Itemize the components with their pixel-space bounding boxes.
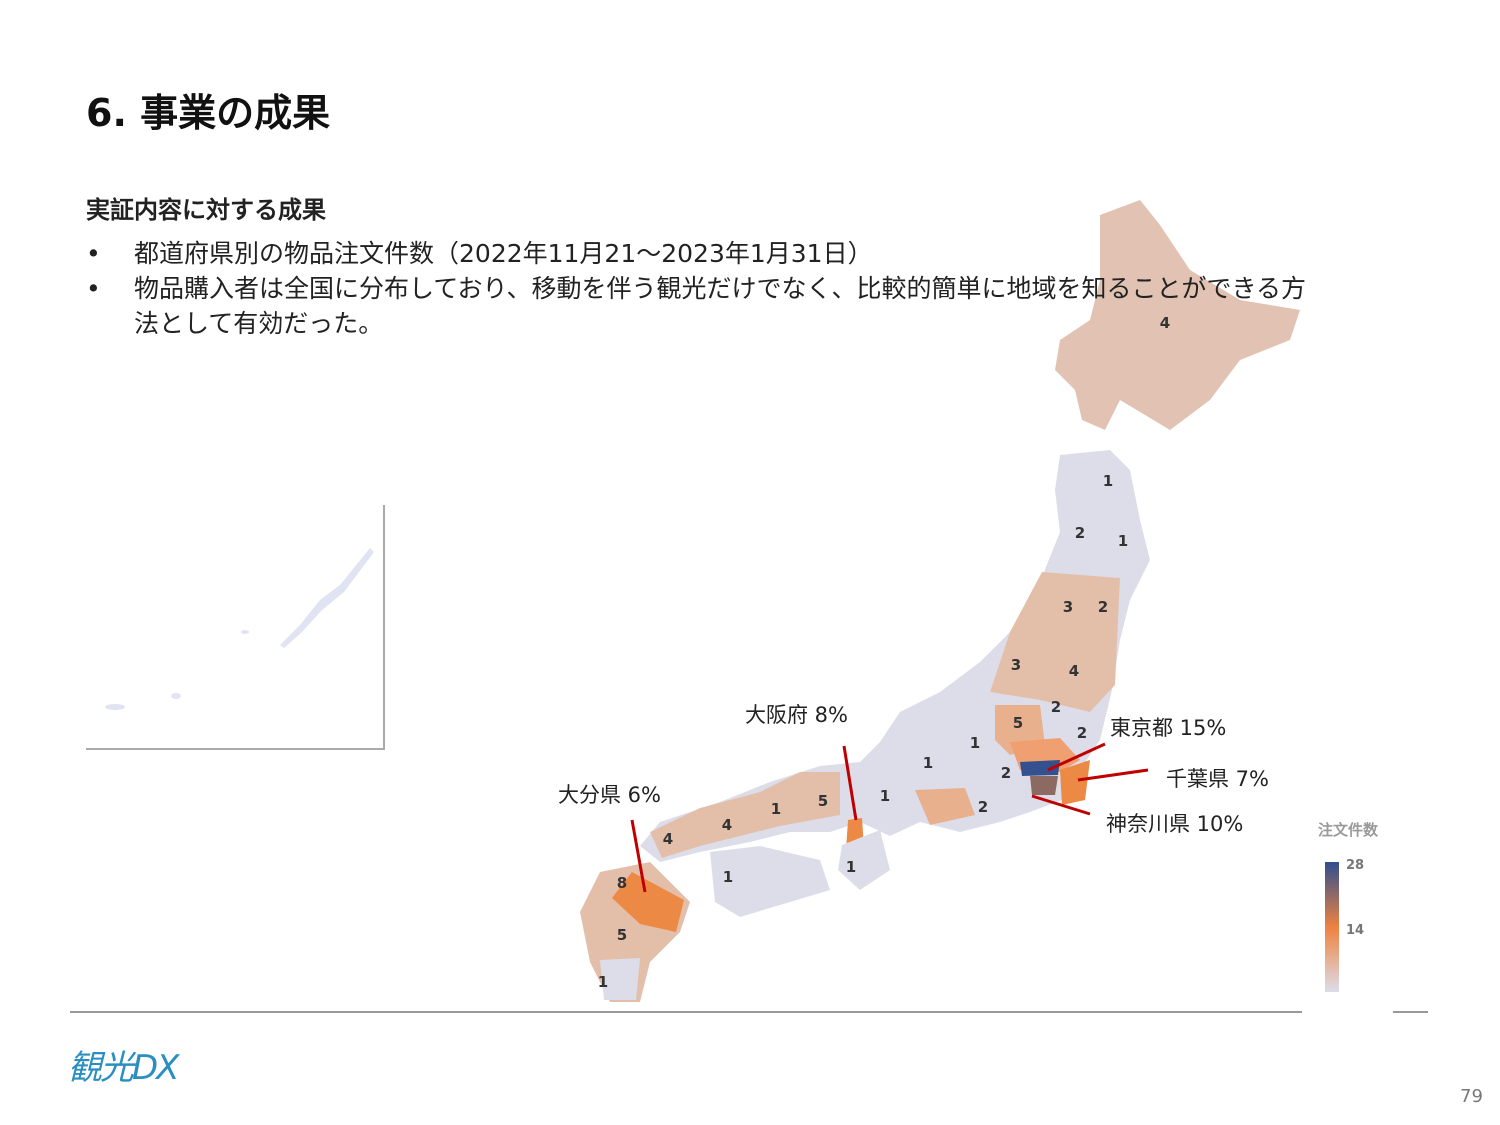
title: 6. 事業の成果	[86, 91, 331, 135]
region-count: 2	[1077, 724, 1087, 742]
region-count: 4	[663, 830, 673, 848]
callout-label: 神奈川県 10%	[1106, 812, 1243, 836]
legend-title: 注文件数	[1318, 821, 1379, 839]
page-number: 79	[1460, 1086, 1483, 1107]
region-count: 2	[1001, 764, 1011, 782]
region-count: 2	[1098, 598, 1108, 616]
tohoku-south	[990, 572, 1120, 712]
region-count: 5	[1013, 714, 1023, 732]
region-count: 1	[846, 858, 856, 876]
oita	[612, 872, 684, 932]
region-count: 4	[1069, 662, 1079, 680]
chugoku	[650, 772, 840, 858]
region-count: 5	[617, 926, 627, 944]
region-count: 1	[880, 787, 890, 805]
region-count: 1	[1118, 532, 1128, 550]
region-count: 4	[722, 816, 732, 834]
tokyo	[1020, 760, 1060, 776]
region-count: 2	[1051, 698, 1061, 716]
region-count: 8	[617, 874, 627, 892]
region-count: 3	[1011, 656, 1021, 674]
region-count: 3	[1063, 598, 1073, 616]
callout-label: 千葉県 7%	[1166, 767, 1269, 791]
chiba	[1060, 760, 1090, 805]
legend-gradient	[1325, 862, 1339, 992]
region-count: 2	[1075, 524, 1085, 542]
region-count: 5	[818, 792, 828, 810]
legend-tick: 28	[1346, 858, 1364, 873]
region-count: 2	[978, 798, 988, 816]
bullet-list: 都道府県別の物品注文件数（2022年11月21〜2023年1月31日） 物品購入…	[86, 236, 1316, 341]
region-count: 1	[970, 734, 980, 752]
logo: 観光DX	[68, 1048, 179, 1088]
region-count: 1	[723, 868, 733, 886]
kanagawa	[1030, 776, 1058, 795]
kii	[838, 830, 890, 890]
callout-label: 大阪府 8%	[745, 703, 848, 727]
subtitle: 実証内容に対する成果	[86, 196, 326, 224]
region-count: 1	[771, 800, 781, 818]
kagoshima	[600, 958, 640, 1000]
shizuoka	[915, 788, 975, 825]
region-count: 1	[1103, 472, 1113, 490]
callout-lines	[630, 742, 1149, 893]
region-count: 1	[923, 754, 933, 772]
callout-label: 東京都 15%	[1110, 716, 1226, 740]
bullet: 都道府県別の物品注文件数（2022年11月21〜2023年1月31日）	[86, 236, 1316, 271]
okinawa-islands	[105, 548, 374, 710]
region-count: 1	[598, 973, 608, 991]
bullet: 物品購入者は全国に分布しており、移動を伴う観光だけでなく、比較的簡単に地域を知る…	[86, 271, 1316, 341]
shikoku	[710, 846, 830, 917]
legend-tick: 14	[1346, 923, 1364, 938]
callout-label: 大分県 6%	[558, 783, 661, 807]
